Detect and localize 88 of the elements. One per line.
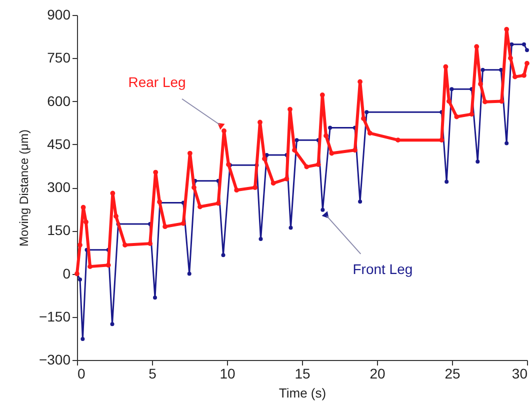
point — [361, 116, 366, 121]
point — [80, 204, 86, 210]
point — [454, 114, 460, 120]
point — [504, 26, 510, 32]
point — [258, 236, 263, 241]
point — [328, 126, 332, 130]
point — [525, 48, 529, 52]
x-tick-label: 0 — [78, 366, 86, 382]
point — [78, 242, 82, 248]
point — [153, 296, 157, 300]
point — [288, 106, 292, 112]
point — [187, 272, 192, 276]
x-axis-title: Time (s) — [278, 386, 326, 400]
point — [264, 153, 269, 158]
point — [522, 42, 526, 46]
point — [499, 98, 504, 104]
point — [524, 60, 530, 66]
point — [480, 68, 485, 72]
point — [352, 148, 358, 153]
point — [446, 98, 452, 104]
point — [78, 278, 82, 282]
point — [284, 176, 290, 182]
point — [329, 150, 334, 156]
point — [84, 220, 88, 224]
point — [153, 170, 158, 175]
point — [288, 226, 293, 230]
point — [478, 82, 483, 86]
x-tick-label: 20 — [370, 366, 386, 382]
point — [316, 162, 321, 167]
point — [320, 208, 325, 212]
point — [234, 188, 240, 193]
point — [122, 242, 128, 248]
point — [320, 92, 325, 98]
point — [222, 128, 226, 134]
point — [80, 337, 85, 342]
point — [148, 241, 152, 246]
annotation: Rear Leg — [128, 74, 186, 90]
y-tick-label: −150 — [38, 308, 71, 324]
point — [358, 200, 362, 204]
point — [292, 148, 297, 153]
point — [368, 130, 372, 136]
point — [258, 120, 262, 125]
y-axis-title: Moving Distance (μm) — [16, 130, 31, 246]
annotation: Front Leg — [352, 260, 413, 277]
x-tick-label: 30 — [512, 366, 528, 382]
point — [469, 112, 474, 117]
y-tick-label: 750 — [47, 50, 71, 66]
y-tick-label: 900 — [47, 6, 71, 22]
point — [270, 180, 276, 186]
point — [188, 150, 192, 156]
point — [262, 156, 267, 162]
y-tick-label: 300 — [47, 179, 71, 195]
point — [439, 138, 444, 143]
y-tick-label: 600 — [47, 92, 71, 109]
point — [88, 264, 92, 270]
x-tick-label: 15 — [294, 366, 310, 382]
y-tick-label: 0 — [62, 265, 71, 282]
y-tick-label: 450 — [47, 136, 71, 152]
point — [110, 322, 114, 326]
point — [162, 224, 168, 230]
y-tick-label: 150 — [47, 222, 71, 238]
point — [364, 110, 369, 114]
point — [324, 133, 328, 138]
point — [192, 185, 196, 190]
point — [114, 214, 118, 219]
point — [450, 87, 454, 92]
point — [504, 141, 509, 146]
point — [198, 204, 202, 210]
point — [512, 74, 518, 80]
point — [396, 138, 400, 143]
point — [443, 64, 448, 70]
point — [444, 180, 449, 184]
x-tick-label: 10 — [220, 366, 236, 382]
y-tick-label: −300 — [38, 352, 71, 368]
point — [221, 253, 226, 258]
point — [110, 190, 116, 196]
point — [482, 99, 488, 104]
point — [216, 200, 221, 206]
point — [508, 56, 513, 61]
point — [522, 72, 526, 78]
point — [180, 220, 186, 226]
x-tick-label: 25 — [444, 366, 460, 382]
point — [476, 160, 480, 164]
point — [294, 138, 299, 142]
x-tick-label: 5 — [148, 366, 157, 382]
point — [252, 185, 258, 190]
point — [304, 164, 310, 170]
point — [106, 262, 111, 268]
